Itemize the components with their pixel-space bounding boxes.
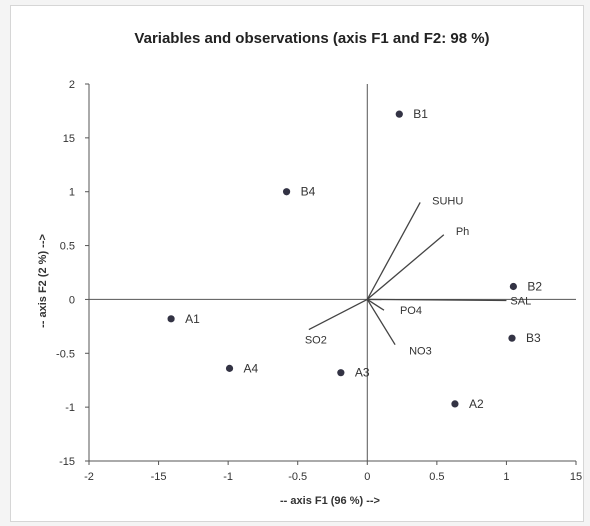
variable-label: SUHU (432, 195, 463, 207)
observation-label: B1 (413, 107, 428, 121)
x-tick-label: 1 (503, 471, 509, 483)
observation-label: A4 (244, 361, 259, 375)
variable-vectors: SUHU Ph SAL PO4 NO3 SO2 (305, 195, 531, 357)
variable-vector (366, 234, 445, 300)
x-tick-label: -15 (151, 471, 167, 483)
observation-point (395, 110, 403, 118)
variable-label: SAL (510, 296, 531, 308)
variable-vector (367, 298, 507, 302)
variable-label: NO3 (409, 346, 432, 358)
y-tick-label: 0 (69, 294, 75, 306)
y-tick-label: 15 (63, 133, 75, 145)
variable-vector (366, 298, 385, 311)
axes: -2 -15 -1 -0.5 0 0.5 1 15 2 15 1 0.5 0 -0.5 -1 -15 (56, 79, 582, 483)
chart-title: Variables and observations (axis F1 and … (134, 30, 489, 47)
observation-label: B2 (527, 280, 542, 294)
variable-label: Ph (456, 226, 469, 238)
variable-label: SO2 (305, 335, 327, 347)
observation-label: B3 (526, 331, 541, 345)
observation-point (509, 282, 517, 291)
observation-label: A1 (185, 312, 200, 326)
observation-point (167, 315, 175, 323)
observation-point (508, 334, 516, 342)
variable-vector (308, 298, 368, 331)
x-tick-label: 15 (570, 471, 582, 483)
biplot-chart: Variables and observations (axis F1 and … (37, 30, 582, 507)
observation-label: A2 (469, 397, 484, 411)
x-tick-label: 0 (364, 471, 370, 483)
y-tick-label: -15 (59, 456, 75, 468)
observation-label: A3 (355, 366, 370, 380)
y-tick-label: 0.5 (60, 241, 75, 253)
variable-label: PO4 (400, 305, 422, 317)
x-tick-label: -1 (223, 471, 233, 483)
x-tick-label: -2 (84, 471, 94, 483)
y-tick-label: 1 (69, 187, 75, 199)
observation-label: B4 (301, 185, 316, 199)
observation-point (225, 364, 234, 372)
observation-point (282, 188, 291, 196)
variable-vector (366, 299, 396, 346)
y-tick-label: 2 (69, 79, 75, 91)
x-tick-label: -0.5 (288, 471, 307, 483)
observation-points: B1 B4 B2 A1 B3 A4 A3 A2 (167, 107, 542, 411)
observation-point (451, 400, 459, 408)
variable-vector (366, 202, 421, 300)
observation-point (337, 369, 345, 377)
y-axis-title: -- axis F2 (2 %) --> (37, 234, 49, 328)
x-axis-title: -- axis F1 (96 %) --> (280, 495, 380, 507)
y-tick-label: -1 (65, 402, 75, 414)
chart-frame: Variables and observations (axis F1 and … (10, 5, 584, 522)
y-tick-label: -0.5 (56, 348, 75, 360)
x-tick-label: 0.5 (429, 471, 444, 483)
